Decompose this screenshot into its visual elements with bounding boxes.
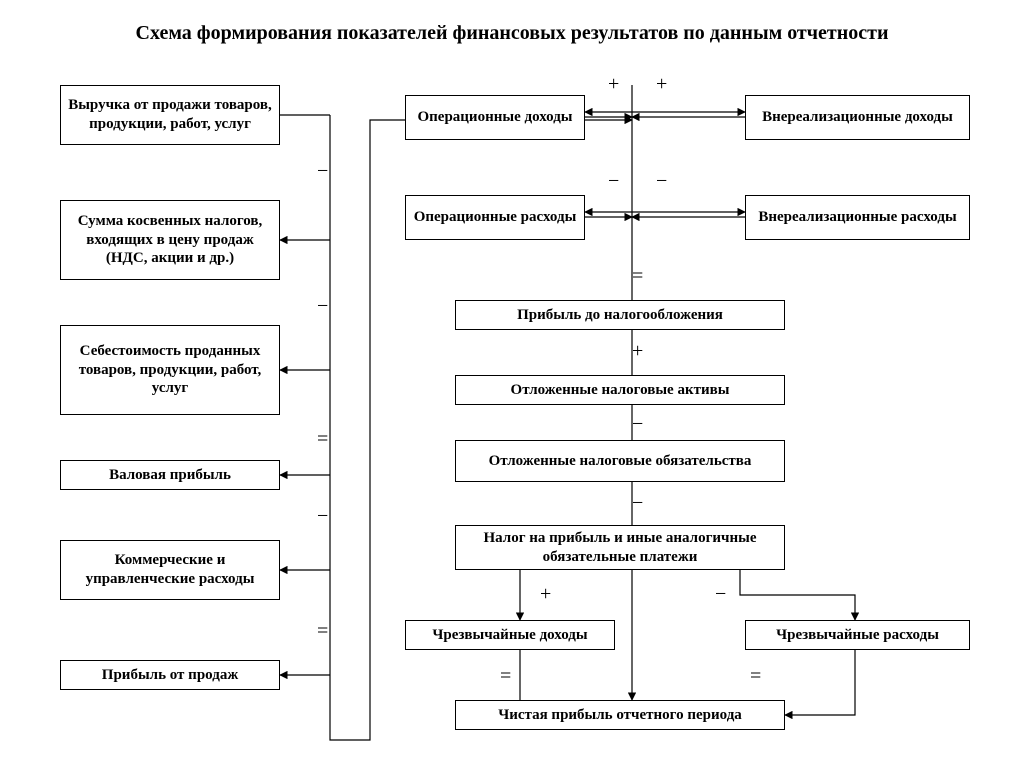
operator-o10: =: [632, 265, 643, 288]
node-n15: Чрезвычайные доходы: [405, 620, 615, 650]
node-n10: Внереализационные расходы: [745, 195, 970, 240]
operator-o4: −: [317, 505, 328, 528]
operator-o11: +: [632, 340, 643, 363]
operator-o6: +: [608, 73, 619, 96]
node-n4: Валовая прибыль: [60, 460, 280, 490]
node-n9: Операционные расходы: [405, 195, 585, 240]
operator-o9: −: [656, 170, 667, 193]
operator-o1: −: [317, 160, 328, 183]
node-n7: Операционные доходы: [405, 95, 585, 140]
node-n11: Прибыль до налогообложения: [455, 300, 785, 330]
node-n3: Себестоимость проданных товаров, продукц…: [60, 325, 280, 415]
edge-e-n14-n16: [740, 570, 855, 620]
operator-o8: −: [608, 170, 619, 193]
edge-e-n16-n17: [785, 650, 855, 715]
operator-o16: =: [500, 665, 511, 688]
operator-o12: −: [632, 413, 643, 436]
operator-o3: =: [317, 428, 328, 451]
node-n1: Выручка от продажи товаров, продукции, р…: [60, 85, 280, 145]
node-n6: Прибыль от продаж: [60, 660, 280, 690]
operator-o17: =: [750, 665, 761, 688]
operator-o5: =: [317, 620, 328, 643]
node-n17: Чистая прибыль отчетного периода: [455, 700, 785, 730]
node-n14: Налог на прибыль и иные аналогичные обяз…: [455, 525, 785, 570]
node-n12: Отложенные налоговые активы: [455, 375, 785, 405]
operator-o15: −: [715, 583, 726, 606]
node-n5: Коммерческие и управленческие расходы: [60, 540, 280, 600]
node-n2: Сумма косвенных налогов, входящих в цену…: [60, 200, 280, 280]
operator-o13: −: [632, 492, 643, 515]
operator-o2: −: [317, 295, 328, 318]
node-n16: Чрезвычайные расходы: [745, 620, 970, 650]
operator-o14: +: [540, 583, 551, 606]
node-n8: Внереализационные доходы: [745, 95, 970, 140]
diagram-title: Схема формирования показателей финансовы…: [0, 20, 1024, 46]
operator-o7: +: [656, 73, 667, 96]
node-n13: Отложенные налоговые обязательства: [455, 440, 785, 482]
